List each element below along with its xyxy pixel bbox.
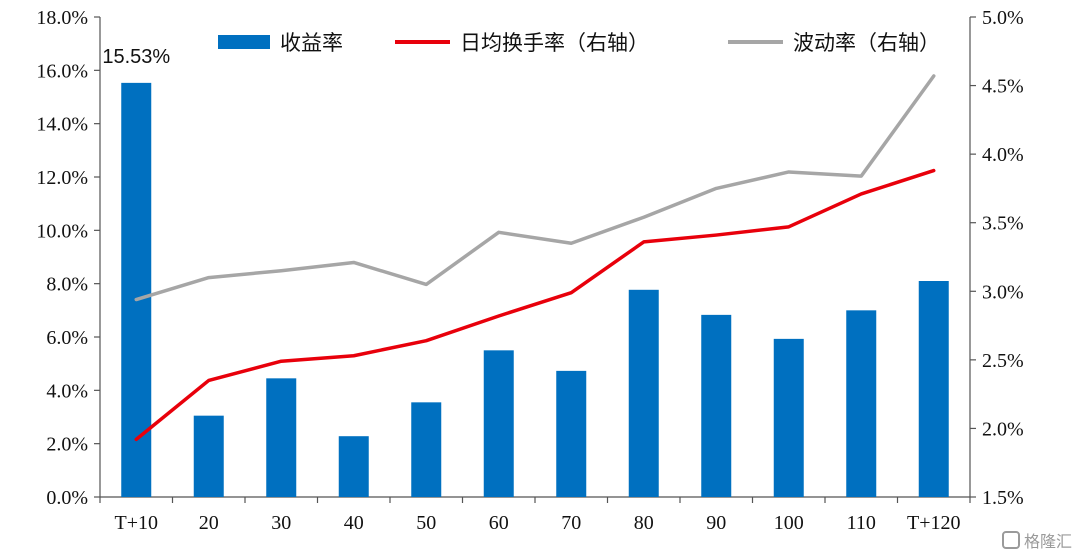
bar [918, 281, 949, 497]
x-axis-tick-label: 110 [847, 512, 876, 534]
bar [411, 402, 442, 497]
x-axis-tick-label: 100 [774, 512, 804, 534]
legend-label-bar: 收益率 [280, 31, 343, 55]
bar [266, 378, 297, 497]
y-axis-right-tick-label: 3.0% [982, 281, 1024, 303]
y-axis-left-tick-label: 12.0% [36, 167, 88, 189]
y-axis-right-tick-label: 5.0% [982, 7, 1024, 29]
y-axis-left-tick-label: 2.0% [46, 434, 88, 456]
bar [773, 338, 804, 497]
x-axis-tick-label: 40 [344, 512, 364, 534]
watermark-logo-icon [1001, 531, 1020, 549]
y-axis-right-tick-label: 2.5% [982, 350, 1024, 372]
legend: 收益率 日均换手率（右轴） 波动率（右轴） [218, 31, 940, 55]
x-axis-tick-label: 70 [561, 512, 581, 534]
y-axis-left-tick-label: 10.0% [36, 220, 88, 242]
y-axis-left-tick-label: 0.0% [46, 487, 88, 509]
bar [701, 314, 732, 497]
y-axis-left-tick-label: 18.0% [36, 7, 88, 29]
y-axis-right-tick-label: 3.5% [982, 213, 1024, 235]
x-axis-tick-label: 90 [706, 512, 726, 534]
x-axis-tick-label: 30 [271, 512, 291, 534]
legend-swatch-bar [218, 35, 270, 49]
watermark: 格隆汇 [1001, 528, 1072, 552]
data-labels: 15.53% [102, 46, 170, 68]
y-axis-left-tick-label: 8.0% [46, 274, 88, 296]
axes: 0.0% 2.0% 4.0% 6.0% 8.0% 10.0% 12.0% 14.0% 16.0%… [36, 7, 1023, 534]
watermark-text: 格隆汇 [1023, 532, 1072, 551]
x-axis-tick-label: 60 [489, 512, 509, 534]
y-axis-left-tick-label: 16.0% [36, 60, 88, 82]
legend-label-volatility: 波动率（右轴） [793, 31, 940, 55]
y-axis-left-tick-label: 4.0% [46, 380, 88, 402]
bar [846, 310, 877, 497]
line-series-group [134, 74, 936, 442]
x-axis-tick-label: 80 [634, 512, 654, 534]
bar [338, 436, 369, 497]
bar [628, 289, 659, 497]
bar [121, 82, 152, 497]
y-axis-right-tick-label: 4.0% [982, 144, 1024, 166]
y-axis-right-tick-label: 2.0% [982, 418, 1024, 440]
y-axis-right-tick-label: 4.5% [982, 76, 1024, 98]
volatility-line [134, 74, 936, 302]
y-axis-left-tick-label: 6.0% [46, 327, 88, 349]
x-axis-tick-label: T+10 [115, 512, 159, 534]
bar [193, 415, 224, 497]
legend-label-turnover: 日均换手率（右轴） [460, 31, 649, 55]
bar [483, 350, 514, 497]
y-axis-right-tick-label: 1.5% [982, 487, 1024, 509]
x-axis-tick-label: 50 [416, 512, 436, 534]
turnover-line [134, 168, 936, 442]
y-axis-left-tick-label: 14.0% [36, 114, 88, 136]
x-axis-tick-label: 20 [199, 512, 219, 534]
bar-series [121, 82, 949, 497]
bar [556, 370, 587, 497]
x-axis-tick-label: T+120 [907, 512, 961, 534]
bar-data-label: 15.53% [102, 46, 170, 68]
